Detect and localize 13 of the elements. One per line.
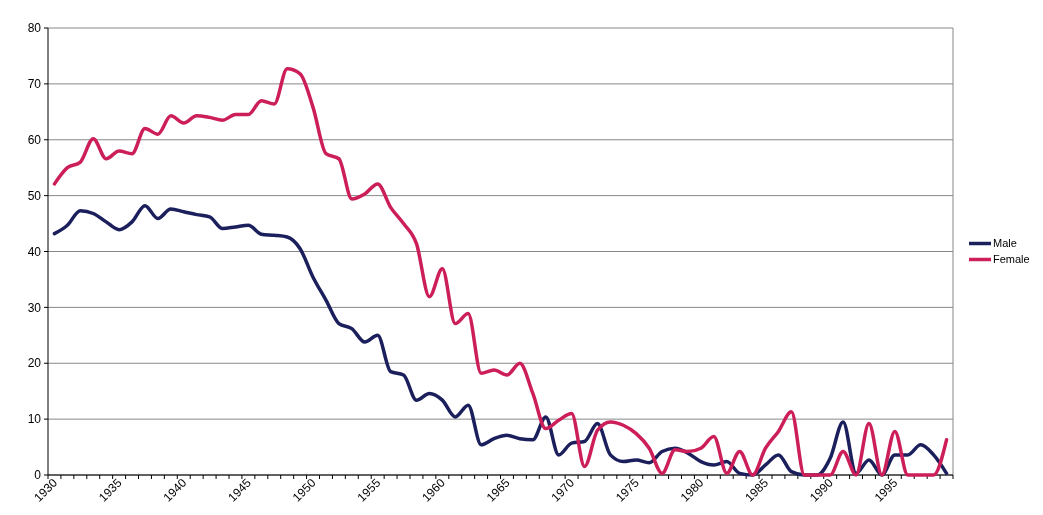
legend-label: Male — [993, 237, 1017, 250]
y-tick-label: 0 — [34, 468, 42, 483]
y-tick-label: 10 — [27, 412, 42, 427]
y-tick-label: 40 — [27, 244, 42, 259]
y-tick-label: 70 — [27, 77, 42, 92]
y-tick-label: 20 — [27, 356, 42, 371]
line-series — [52, 203, 949, 477]
y-tick-label: 30 — [27, 300, 42, 315]
legend-label: Female — [993, 253, 1030, 266]
y-tick-label: 50 — [27, 188, 42, 203]
y-tick-label: 80 — [27, 21, 42, 36]
y-tick-label: 60 — [27, 132, 42, 147]
line-series — [52, 67, 949, 477]
